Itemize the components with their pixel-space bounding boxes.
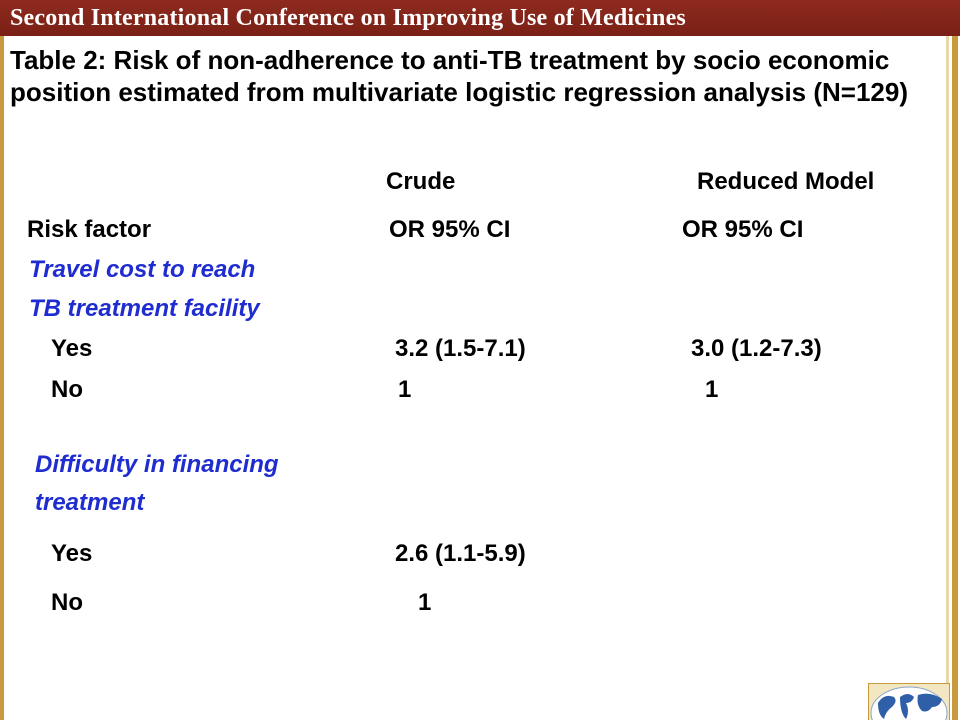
section-heading-financing-line2: treatment (35, 489, 145, 516)
crude-or-ci-header: OR 95% CI (389, 216, 511, 243)
section-heading-travel-line2: TB treatment facility (29, 295, 260, 322)
crude-value: 1 (398, 376, 412, 403)
crude-value: 2.6 (1.1-5.9) (395, 540, 526, 567)
row-label: Yes (51, 335, 93, 362)
conference-title: Second International Conference on Impro… (10, 5, 686, 31)
row-label: No (51, 376, 83, 403)
slide-title: Table 2: Risk of non-adherence to anti-T… (10, 45, 909, 107)
world-globe-icon (868, 683, 950, 720)
reduced-model-header: Reduced Model (697, 168, 875, 195)
section-heading-travel-line1: Travel cost to reach (29, 256, 256, 283)
crude-value: 3.2 (1.5-7.1) (395, 335, 526, 362)
conference-banner: Second International Conference on Impro… (0, 0, 960, 36)
risk-factor-header: Risk factor (27, 216, 152, 243)
reduced-value: 1 (705, 376, 719, 403)
crude-value: 1 (418, 589, 432, 616)
crude-header: Crude (386, 168, 456, 195)
row-label: Yes (51, 540, 93, 567)
reduced-value: 3.0 (1.2-7.3) (691, 335, 822, 362)
section-heading-financing-line1: Difficulty in financing (35, 451, 279, 478)
left-border (0, 36, 4, 720)
right-border-inner (946, 36, 949, 720)
row-label: No (51, 589, 83, 616)
reduced-or-ci-header: OR 95% CI (682, 216, 804, 243)
right-border (952, 36, 958, 720)
